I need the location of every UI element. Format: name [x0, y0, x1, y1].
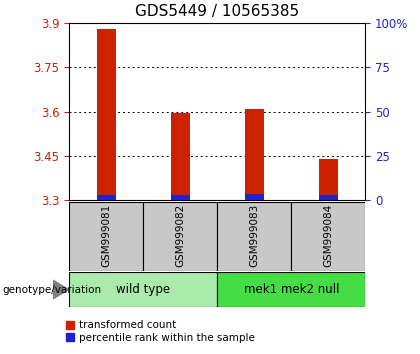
- Text: GSM999082: GSM999082: [175, 203, 185, 267]
- Text: wild type: wild type: [116, 283, 171, 296]
- Bar: [171, 195, 189, 200]
- Text: GSM999083: GSM999083: [249, 203, 260, 267]
- Text: GSM999081: GSM999081: [101, 203, 111, 267]
- Bar: [97, 195, 116, 200]
- Bar: [319, 159, 338, 200]
- Polygon shape: [52, 280, 68, 299]
- Bar: [218, 272, 365, 307]
- Title: GDS5449 / 10565385: GDS5449 / 10565385: [135, 4, 299, 19]
- Bar: [291, 202, 365, 271]
- Text: genotype/variation: genotype/variation: [2, 285, 101, 295]
- Bar: [69, 202, 143, 271]
- Bar: [97, 29, 116, 200]
- Text: mek1 mek2 null: mek1 mek2 null: [244, 283, 339, 296]
- Bar: [319, 195, 338, 200]
- Text: GSM999084: GSM999084: [323, 203, 333, 267]
- Legend: transformed count, percentile rank within the sample: transformed count, percentile rank withi…: [66, 320, 255, 343]
- Bar: [143, 202, 218, 271]
- Bar: [171, 113, 189, 200]
- Bar: [218, 202, 291, 271]
- Bar: [245, 194, 264, 200]
- Bar: [69, 272, 218, 307]
- Bar: [245, 109, 264, 200]
